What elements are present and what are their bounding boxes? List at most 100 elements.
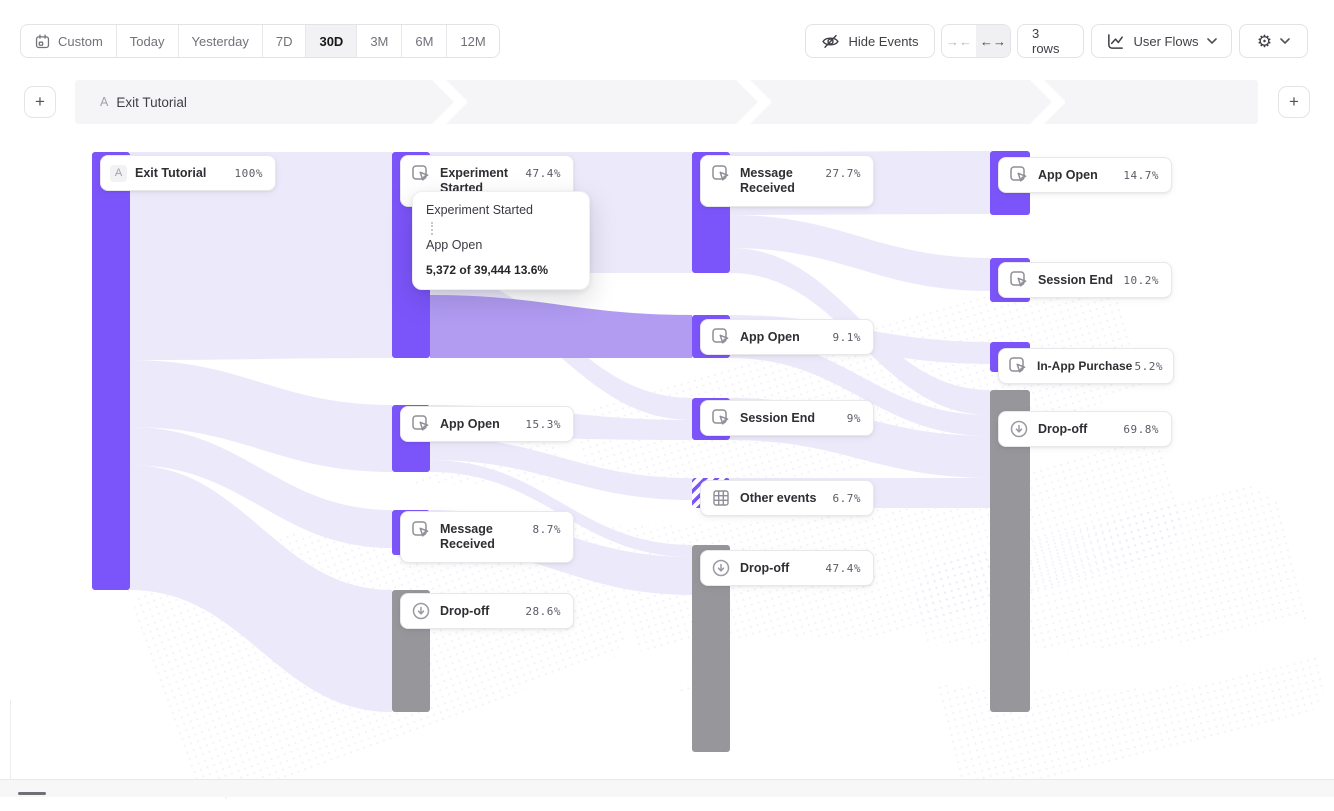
chevron-down-icon — [1206, 38, 1217, 44]
step-letter: A — [100, 95, 109, 109]
flow-node-in-app-purchase-4[interactable]: In-App Purchase 5.2% — [998, 348, 1174, 384]
flow-ribbon[interactable] — [130, 427, 392, 548]
flow-ribbon-highlighted[interactable] — [430, 295, 692, 358]
step-name: Exit Tutorial — [116, 94, 187, 110]
flow-node-percent: 15.3% — [525, 417, 561, 431]
flow-node-message-received-3[interactable]: Message Received 27.7% — [700, 155, 874, 207]
lane-chevron-icon — [737, 80, 771, 124]
flow-node-label: App Open — [440, 416, 500, 431]
tooltip-stats: 5,372 of 39,444 13.6% — [426, 263, 549, 278]
flow-node-app-open-2[interactable]: App Open 15.3% — [400, 406, 574, 442]
flow-ribbon[interactable] — [430, 437, 692, 500]
lane-chevron-icon — [433, 80, 467, 124]
flow-node-session-end-4[interactable]: Session End 10.2% — [998, 262, 1172, 298]
rows-label: 3 rows — [1032, 26, 1060, 56]
flow-node-exit-tutorial[interactable]: A Exit Tutorial 100% — [100, 155, 276, 191]
add-step-right-button[interactable]: + — [1278, 86, 1310, 118]
flow-hover-tooltip: Experiment Started App Open 5,372 of 39,… — [412, 191, 590, 291]
flow-node-message-received-2[interactable]: Message Received 8.7% — [400, 511, 574, 563]
date-range-label: Custom — [58, 33, 103, 49]
chart-type-dropdown[interactable]: User Flows — [1091, 24, 1232, 58]
horizontal-scrollbar[interactable] — [18, 792, 46, 795]
click-event-icon — [710, 326, 732, 348]
flow-bar-exit-tutorial[interactable] — [92, 152, 130, 590]
date-range-30d[interactable]: 30D — [306, 25, 358, 57]
eye-off-icon — [821, 32, 840, 51]
collapse-columns-button[interactable]: →← — [942, 25, 976, 57]
flow-node-percent: 6.7% — [832, 491, 861, 505]
flow-node-percent: 69.8% — [1123, 422, 1159, 436]
flow-node-label: Drop-off — [740, 560, 790, 575]
flow-node-percent: 27.7% — [825, 167, 861, 180]
flow-ribbon[interactable] — [130, 360, 392, 472]
click-event-icon — [1008, 269, 1030, 291]
rows-button[interactable]: 3 rows — [1017, 24, 1084, 58]
flow-node-percent: 14.7% — [1123, 168, 1159, 182]
hide-events-button[interactable]: Hide Events — [805, 24, 935, 58]
date-range-group: Custom Today Yesterday 7D 30D 3M 6M 12M — [20, 24, 500, 58]
hide-events-label: Hide Events — [848, 33, 919, 49]
flow-node-app-open-4[interactable]: App Open 14.7% — [998, 157, 1172, 193]
click-event-icon — [1008, 164, 1030, 186]
date-range-custom[interactable]: Custom — [21, 25, 117, 57]
flow-node-session-end-3[interactable]: Session End 9% — [700, 400, 874, 436]
lane-chevron-icon — [1031, 80, 1065, 124]
flow-node-other-events-3[interactable]: Other events 6.7% — [700, 480, 874, 516]
click-event-icon — [410, 163, 432, 185]
tooltip-connector-dots — [431, 221, 433, 235]
step-lane-label: A Exit Tutorial — [100, 80, 187, 124]
flow-node-label: App Open — [740, 329, 800, 344]
date-range-3m[interactable]: 3M — [357, 25, 403, 57]
flow-node-percent: 100% — [234, 166, 263, 180]
chevron-down-icon — [1280, 38, 1290, 44]
flow-ribbon[interactable] — [430, 460, 692, 557]
flow-node-label: Drop-off — [1038, 421, 1088, 436]
dropoff-icon — [1008, 418, 1030, 440]
settings-dropdown[interactable]: ⚙ — [1239, 24, 1308, 58]
flow-ribbon[interactable] — [130, 465, 392, 712]
calendar-icon — [34, 33, 51, 50]
panel-left-edge — [10, 700, 11, 779]
expand-arrows-icon: ←→ — [980, 33, 1006, 49]
date-range-12m[interactable]: 12M — [447, 25, 499, 57]
flow-node-percent: 9.1% — [832, 330, 861, 344]
gear-icon: ⚙ — [1256, 31, 1273, 51]
expand-columns-button[interactable]: ←→ — [976, 25, 1010, 57]
flow-node-label: Session End — [740, 410, 816, 425]
add-step-left-button[interactable]: + — [24, 86, 56, 118]
flow-ribbon[interactable] — [730, 215, 990, 291]
flow-node-label: Session End — [1038, 272, 1114, 287]
chart-type-label: User Flows — [1133, 33, 1199, 49]
flow-node-percent: 9% — [846, 411, 861, 425]
flow-node-dropoff-2[interactable]: Drop-off 28.6% — [400, 593, 574, 629]
flow-node-app-open-3[interactable]: App Open 9.1% — [700, 319, 874, 355]
date-range-6m[interactable]: 6M — [402, 25, 448, 57]
flow-node-label: App Open — [1038, 167, 1098, 182]
click-event-icon — [710, 407, 732, 429]
bottom-scroll-area — [0, 779, 1334, 797]
flow-ribbon[interactable] — [130, 152, 392, 360]
collapse-arrows-icon: →← — [946, 33, 972, 49]
toolbar: Custom Today Yesterday 7D 30D 3M 6M 12M … — [0, 0, 1334, 70]
flow-ribbon[interactable] — [730, 337, 990, 436]
date-range-yesterday[interactable]: Yesterday — [178, 25, 263, 57]
flow-node-percent: 10.2% — [1123, 273, 1159, 287]
flow-node-percent: 47.4% — [825, 561, 861, 575]
flow-node-dropoff-3[interactable]: Drop-off 47.4% — [700, 550, 874, 586]
flow-node-dropoff-4[interactable]: Drop-off 69.8% — [998, 411, 1172, 447]
date-range-today[interactable]: Today — [116, 25, 179, 57]
flow-node-percent: 8.7% — [532, 523, 561, 536]
click-event-icon — [1007, 355, 1029, 377]
flows-chart-icon — [1106, 32, 1125, 51]
date-range-7d[interactable]: 7D — [262, 25, 307, 57]
flow-node-label: Message Received — [440, 522, 495, 551]
tooltip-target-event: App Open — [426, 237, 483, 252]
dropoff-icon — [410, 600, 432, 622]
flow-node-percent: 28.6% — [525, 604, 561, 618]
step-lane-header[interactable]: A Exit Tutorial — [75, 80, 1258, 124]
flow-node-label: Other events — [740, 490, 817, 505]
flow-node-label: In-App Purchase — [1037, 358, 1133, 373]
step-a-badge: A — [110, 164, 127, 182]
flow-node-label: Exit Tutorial — [135, 165, 207, 180]
